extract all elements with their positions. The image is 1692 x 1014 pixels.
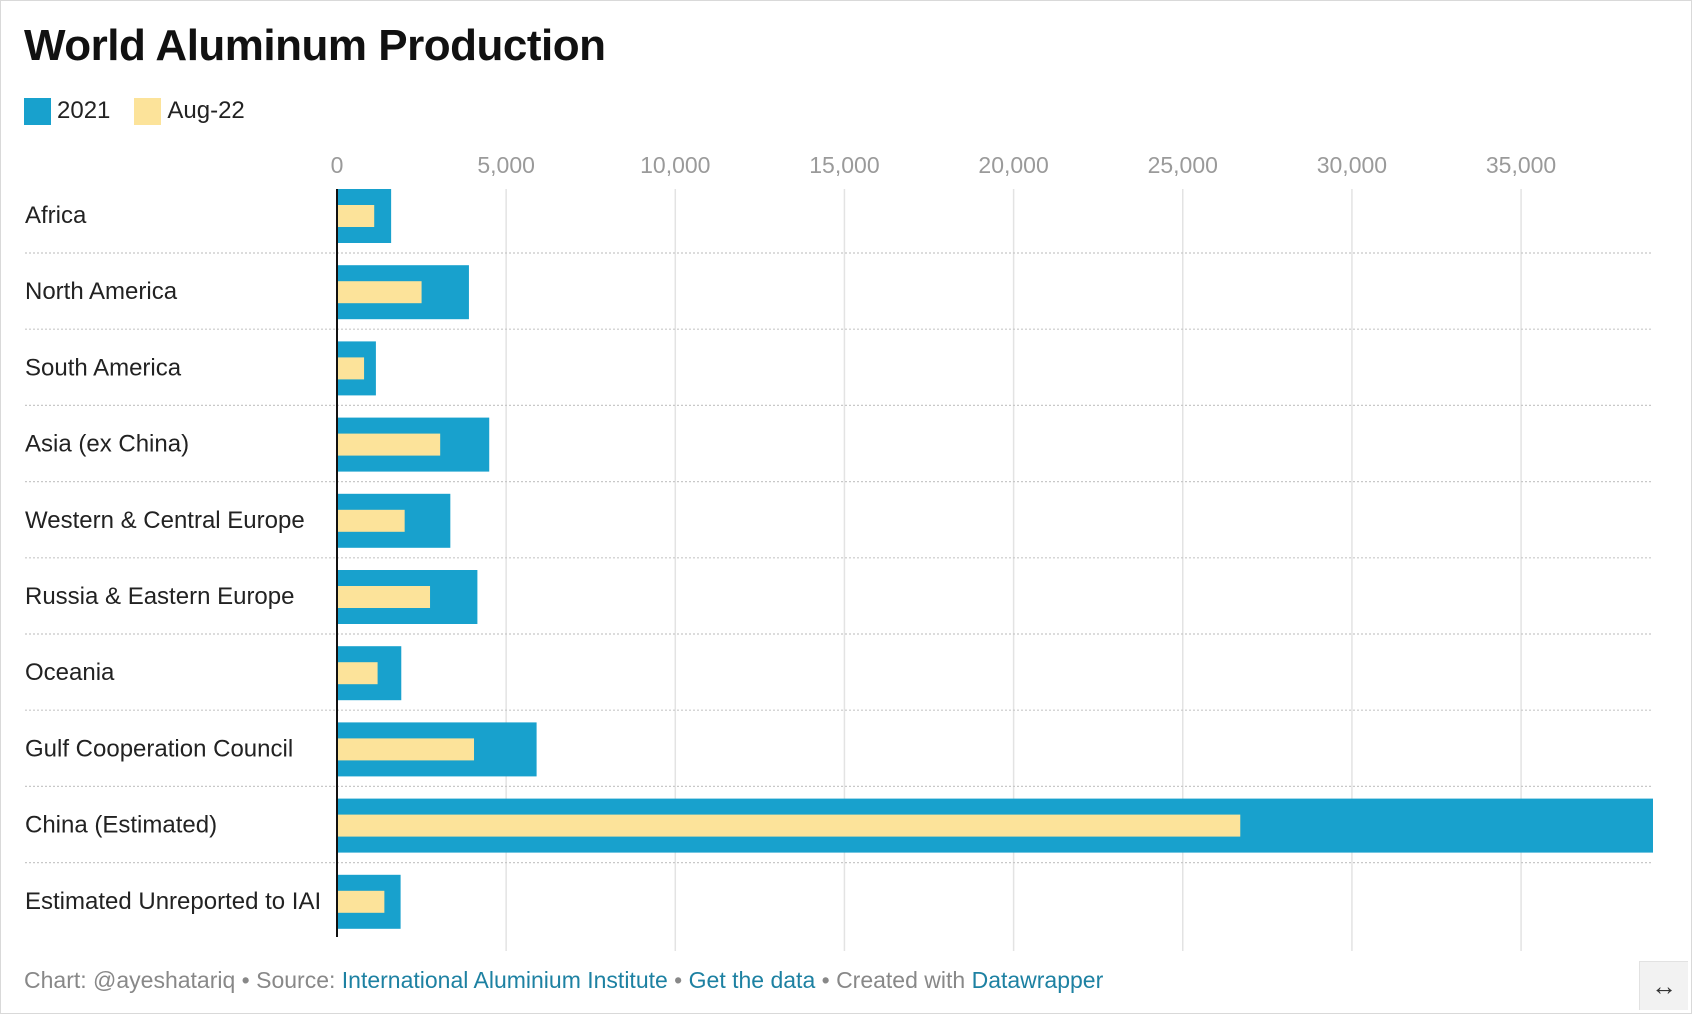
x-tick-label: 0	[331, 152, 344, 178]
x-tick-label: 10,000	[640, 152, 710, 178]
category-label: South America	[25, 354, 182, 381]
legend-item-aug-22: Aug-22	[134, 97, 245, 125]
chart-footer: Chart: @ayeshatariq • Source: Internatio…	[24, 967, 1103, 994]
bar-aug-22	[337, 509, 405, 532]
legend-item-2021: 2021	[24, 97, 110, 125]
legend: 2021 Aug-22	[24, 97, 269, 125]
legend-swatch-2021	[24, 97, 51, 125]
bar-aug-22	[337, 738, 475, 761]
category-label: North America	[25, 278, 178, 305]
resize-arrows-icon[interactable]: ↔	[1639, 961, 1688, 1010]
x-tick-label: 5,000	[477, 152, 535, 178]
get-the-data-link[interactable]: Get the data	[688, 967, 816, 993]
category-label: Estimated Unreported to IAI	[25, 888, 321, 915]
bar-aug-22	[337, 205, 375, 227]
bar-aug-22	[337, 814, 1241, 837]
category-label: Oceania	[25, 659, 115, 686]
bar-aug-22	[337, 281, 422, 304]
x-tick-label: 35,000	[1486, 152, 1556, 178]
category-label: Russia & Eastern Europe	[25, 583, 294, 610]
datawrapper-link[interactable]: Datawrapper	[971, 967, 1104, 993]
legend-label-2021: 2021	[57, 97, 111, 124]
bar-aug-22	[337, 357, 365, 380]
source-link[interactable]: International Aluminium Institute	[341, 967, 668, 993]
chart-title: World Aluminum Production	[24, 21, 606, 70]
category-label: Gulf Cooperation Council	[25, 735, 293, 762]
footer-separator: •	[667, 967, 689, 993]
x-tick-label: 25,000	[1148, 152, 1218, 178]
legend-swatch-aug-22	[134, 97, 162, 125]
bar-aug-22	[337, 433, 441, 456]
bar-aug-22	[337, 890, 385, 913]
category-label: Asia (ex China)	[25, 431, 189, 458]
footer-credit: Chart: @ayeshatariq • Source:	[24, 967, 342, 993]
footer-created-with: • Created with	[815, 967, 972, 993]
x-tick-label: 15,000	[809, 152, 879, 178]
x-tick-label: 30,000	[1317, 152, 1387, 178]
category-label: Western & Central Europe	[25, 507, 305, 534]
bar-aug-22	[337, 586, 431, 608]
bar-aug-22	[337, 662, 378, 685]
legend-label-aug-22: Aug-22	[167, 97, 245, 124]
x-tick-label: 20,000	[978, 152, 1048, 178]
category-label: Africa	[25, 202, 87, 229]
category-label: China (Estimated)	[25, 812, 217, 839]
bar-chart: 0 5,000 10,000 15,000 20,000 25,000 30,000 35,0…	[25, 152, 1653, 951]
